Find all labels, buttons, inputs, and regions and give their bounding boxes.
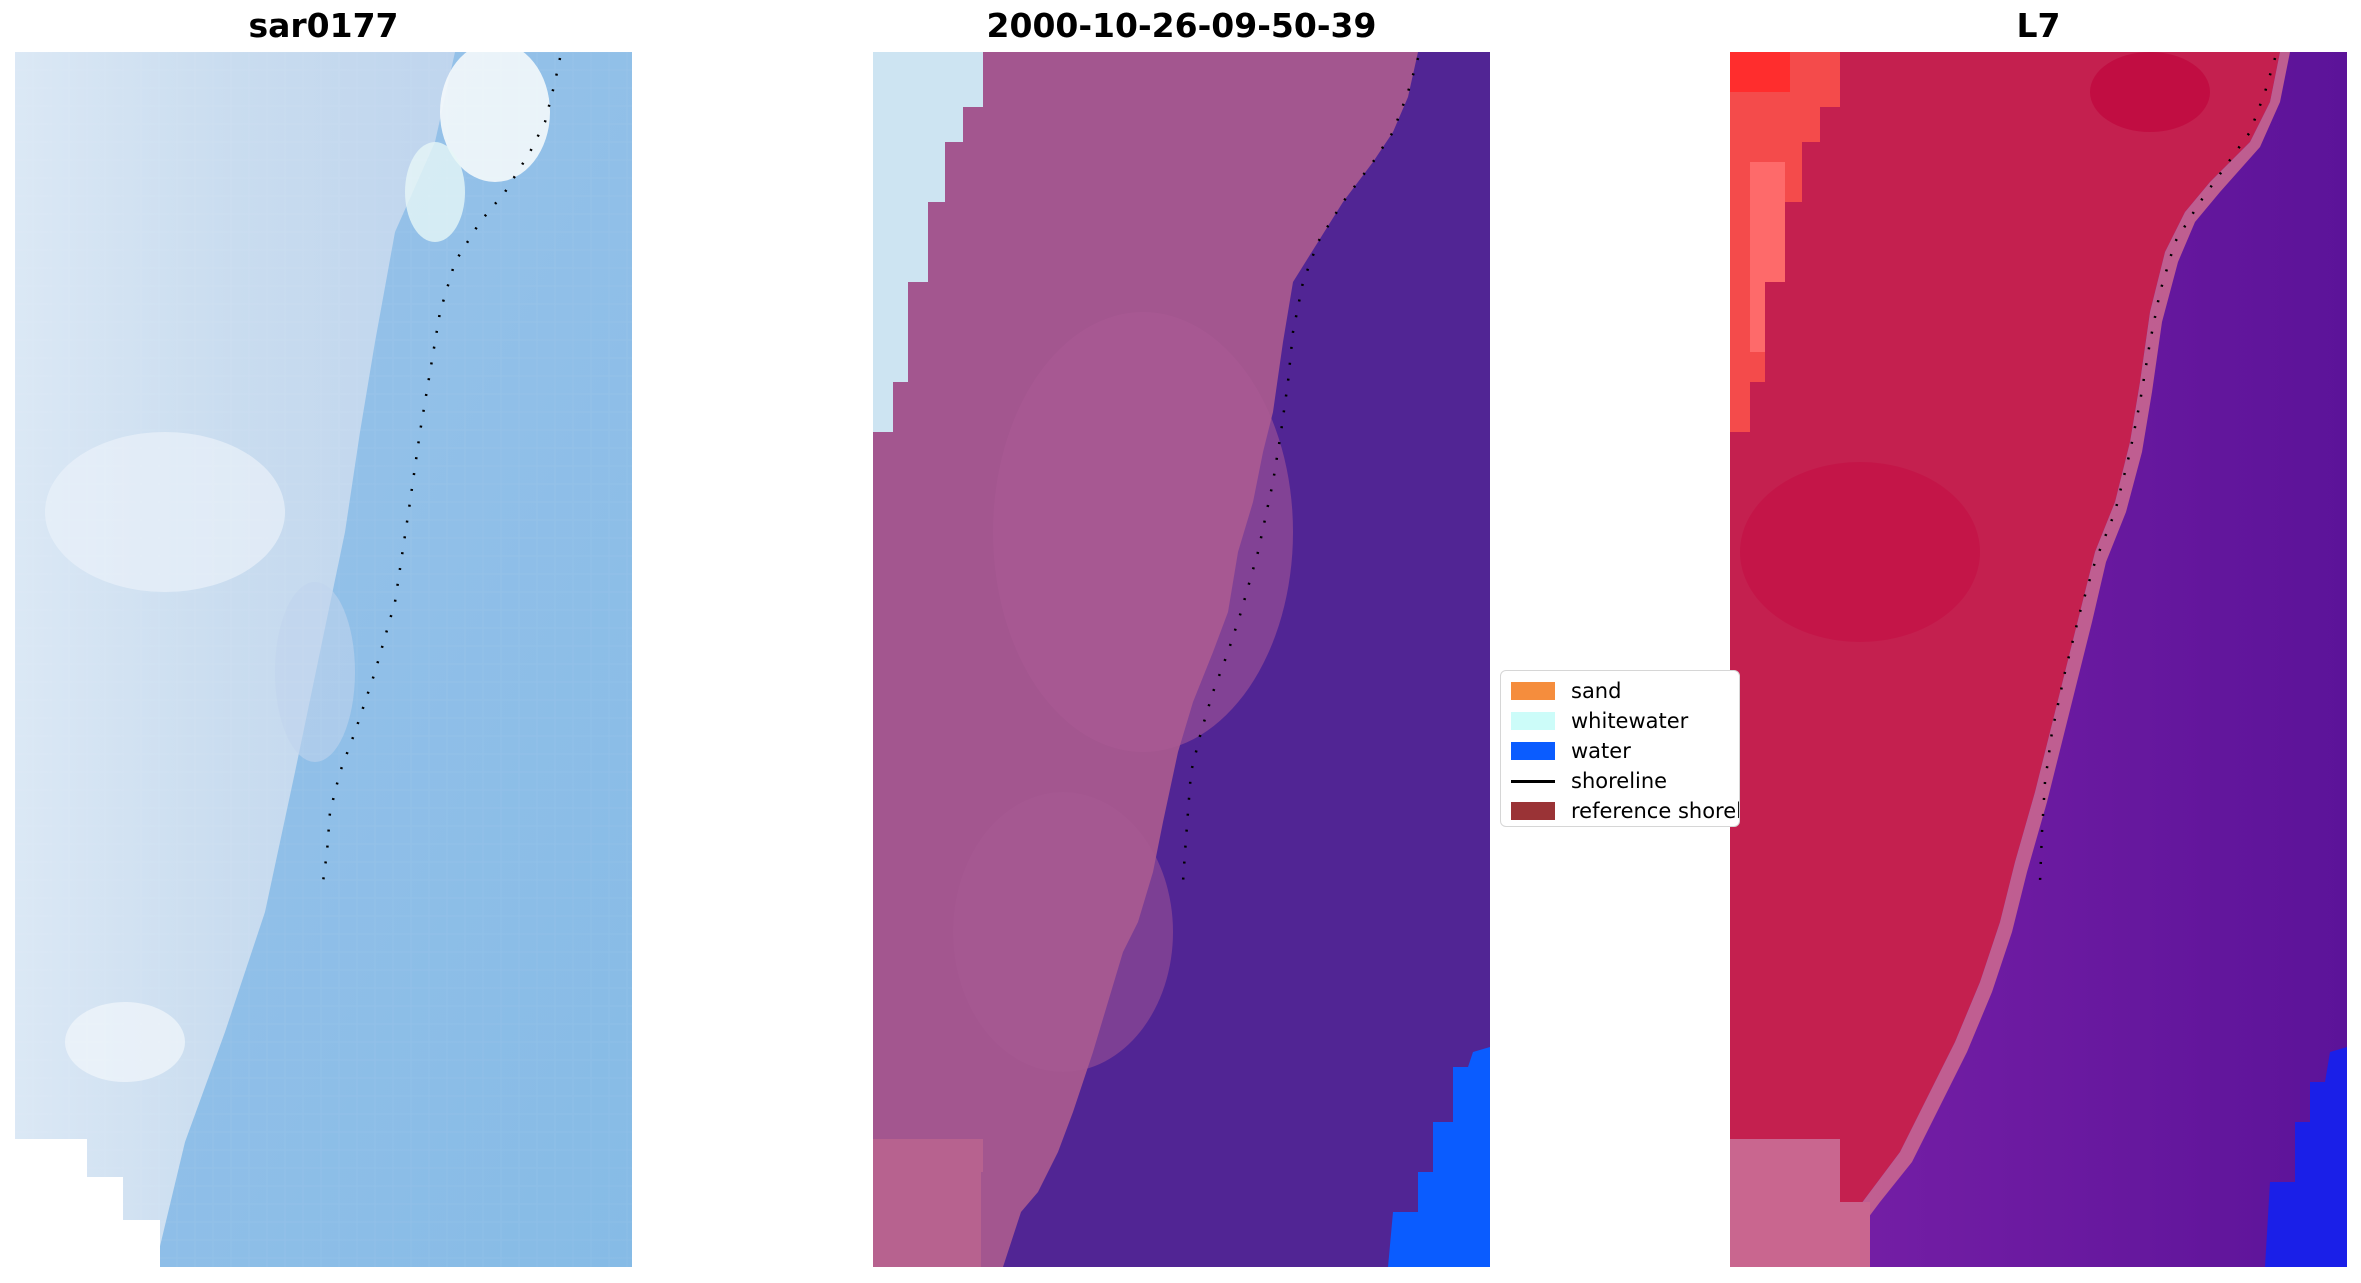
legend-item-water: water [1511, 737, 1631, 765]
panel-title-rgb: sar0177 [248, 6, 399, 45]
shoreline-false-color [2038, 57, 2277, 883]
legend-item-reference-shoreline: reference shoreline [1511, 797, 1739, 825]
legend-label-whitewater: whitewater [1571, 709, 1689, 733]
shoreline-swatch [1511, 779, 1555, 783]
legend: sand whitewater water shoreline referenc… [1500, 670, 1740, 827]
rgb-image [15, 52, 632, 1267]
legend-item-sand: sand [1511, 677, 1621, 705]
legend-label-sand: sand [1571, 679, 1622, 703]
legend-label-shoreline: shoreline [1571, 769, 1668, 793]
panel-title-false-color: L7 [2016, 6, 2061, 45]
classified-image [873, 52, 1490, 1267]
reference-shoreline-swatch [1511, 802, 1555, 820]
false-color-image [1730, 52, 2347, 1267]
water-swatch [1511, 742, 1555, 760]
sand-swatch [1511, 682, 1555, 700]
panel-title-classified: 2000-10-26-09-50-39 [986, 6, 1377, 45]
legend-label-water: water [1571, 739, 1631, 763]
whitewater-swatch [1511, 712, 1555, 730]
classified-image-panel [873, 52, 1490, 1267]
false-color-panel [1730, 52, 2347, 1267]
legend-label-reference-shoreline: reference shoreline [1571, 799, 1739, 823]
legend-item-shoreline: shoreline [1511, 767, 1667, 795]
legend-item-whitewater: whitewater [1511, 707, 1688, 735]
rgb-image-panel [15, 52, 632, 1267]
